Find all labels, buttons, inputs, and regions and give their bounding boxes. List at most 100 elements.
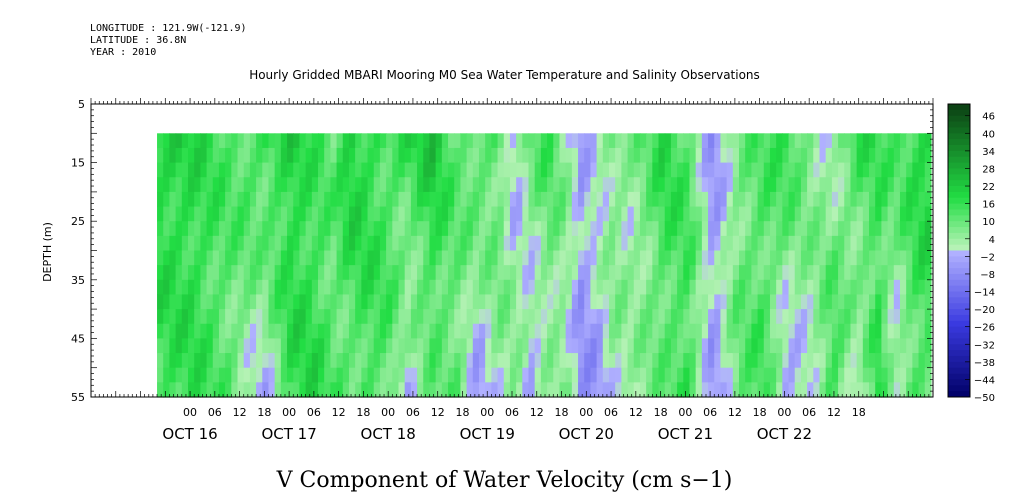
heatmap-cell xyxy=(602,191,610,208)
heatmap-cell xyxy=(262,309,270,325)
heatmap-cell xyxy=(893,294,901,310)
heatmap-cell xyxy=(305,206,313,222)
heatmap-cell xyxy=(503,279,511,296)
heatmap-cell xyxy=(355,250,362,266)
heatmap-cell xyxy=(633,265,641,281)
heatmap-cell xyxy=(565,353,573,369)
heatmap-cell xyxy=(528,338,536,354)
heatmap-cell xyxy=(918,265,926,281)
heatmap-cell xyxy=(330,133,338,149)
x-hour-label: 06 xyxy=(604,406,618,419)
heatmap-cell xyxy=(516,294,523,310)
heatmap-cell xyxy=(788,221,796,237)
heatmap-cell xyxy=(609,367,616,383)
heatmap-cell xyxy=(633,191,641,208)
heatmap-cell xyxy=(194,279,201,296)
heatmap-cell xyxy=(689,221,697,237)
heatmap-cell xyxy=(429,162,437,178)
colorbar-label: −50 xyxy=(974,393,995,404)
heatmap-cell xyxy=(757,235,765,252)
heatmap-cell xyxy=(807,250,814,266)
heatmap-cell xyxy=(485,338,492,354)
heatmap-cell xyxy=(287,206,294,222)
heatmap-cell xyxy=(714,353,722,369)
heatmap-cell xyxy=(311,294,319,310)
x-day-label: OCT 22 xyxy=(757,425,812,443)
heatmap-cell xyxy=(701,294,709,310)
heatmap-cell xyxy=(435,191,443,208)
heatmap-cell xyxy=(441,382,449,398)
heatmap-cell xyxy=(720,147,728,164)
heatmap-cell xyxy=(212,162,220,178)
heatmap-cell xyxy=(856,235,864,252)
heatmap-cell xyxy=(559,353,567,369)
colorbar-label: −38 xyxy=(974,358,995,369)
heatmap-cell xyxy=(540,353,548,369)
heatmap-cell xyxy=(893,206,901,222)
heatmap-cell xyxy=(924,382,932,398)
heatmap-cell xyxy=(348,382,356,398)
heatmap-cell xyxy=(565,367,573,383)
heatmap-cell xyxy=(435,323,443,339)
heatmap-cell xyxy=(918,323,926,339)
heatmap-cell xyxy=(348,191,356,208)
heatmap-cell xyxy=(646,162,653,178)
heatmap-cell xyxy=(769,221,777,237)
heatmap-cell xyxy=(175,191,183,208)
heatmap-cell xyxy=(714,162,722,178)
heatmap-cell xyxy=(379,206,387,222)
colorbar-segment xyxy=(948,391,970,398)
heatmap-cell xyxy=(392,177,400,193)
heatmap-cell xyxy=(887,353,895,369)
heatmap-cell xyxy=(262,206,270,222)
heatmap-cell xyxy=(194,191,201,208)
heatmap-cell xyxy=(243,235,251,252)
heatmap-cell xyxy=(373,309,381,325)
heatmap-cell xyxy=(367,353,375,369)
heatmap-cell xyxy=(299,353,307,369)
heatmap-cell xyxy=(231,147,239,164)
x-hour-label: 18 xyxy=(455,406,469,419)
heatmap-cell xyxy=(379,221,387,237)
heatmap-cell xyxy=(169,177,177,193)
heatmap-cell xyxy=(169,367,177,383)
heatmap-cell xyxy=(243,206,251,222)
heatmap-cell xyxy=(745,133,752,149)
heatmap-cell xyxy=(844,353,852,369)
y-tick-label: 25 xyxy=(71,215,85,228)
heatmap-cell xyxy=(218,235,226,252)
heatmap-cell xyxy=(491,191,499,208)
heatmap-cell xyxy=(540,323,548,339)
heatmap-cell xyxy=(838,206,845,222)
heatmap-cell xyxy=(769,382,777,398)
heatmap-cell xyxy=(249,279,257,296)
heatmap-cell xyxy=(435,235,443,252)
heatmap-cell xyxy=(689,309,697,325)
heatmap-cell xyxy=(739,162,746,178)
x-hour-label: 00 xyxy=(777,406,791,419)
heatmap-cell xyxy=(534,250,542,266)
heatmap-cell xyxy=(175,221,183,237)
heatmap-cell xyxy=(899,309,907,325)
heatmap-cell xyxy=(528,147,536,164)
heatmap-cell xyxy=(348,206,356,222)
heatmap-cell xyxy=(163,338,171,354)
heatmap-cell xyxy=(683,309,691,325)
heatmap-cell xyxy=(906,162,913,178)
heatmap-cell xyxy=(225,367,232,383)
colorbar-segment xyxy=(948,109,970,117)
heatmap-cell xyxy=(565,338,573,354)
heatmap-cell xyxy=(466,323,474,339)
heatmap-cell xyxy=(163,323,171,339)
heatmap-cell xyxy=(571,309,579,325)
heatmap-cell xyxy=(689,133,697,149)
heatmap-cell xyxy=(602,294,610,310)
heatmap-cell xyxy=(231,235,239,252)
heatmap-cell xyxy=(324,294,331,310)
heatmap-cell xyxy=(373,133,381,149)
heatmap-cell xyxy=(590,177,598,193)
heatmap-cell xyxy=(293,382,301,398)
heatmap-cell xyxy=(188,235,195,252)
heatmap-cell xyxy=(658,338,666,354)
heatmap-cell xyxy=(293,309,301,325)
